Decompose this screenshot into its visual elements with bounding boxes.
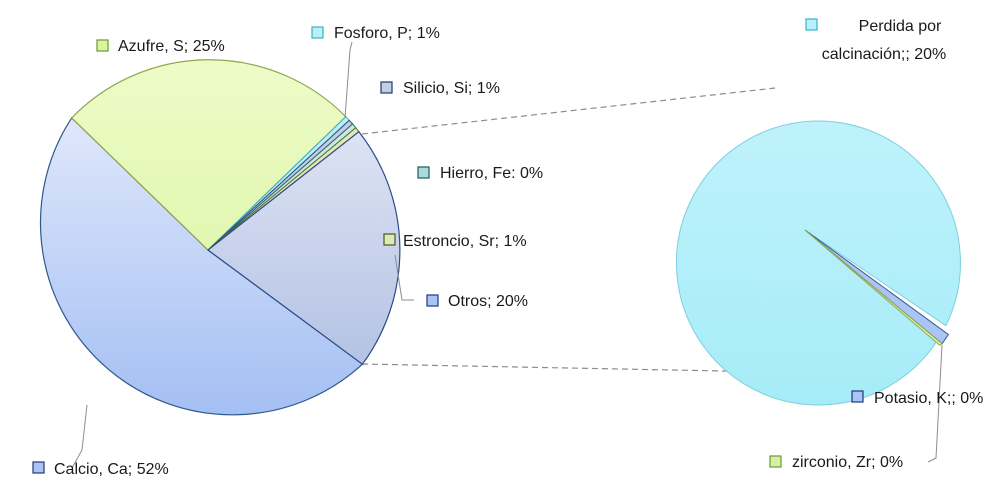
pie-slice-otros [207,130,401,366]
connector-line-bottom [361,363,776,373]
label-zirconio: zirconio, Zr; 0% [769,454,903,471]
label-potasio-text: Potasio, K;; 0% [874,390,983,407]
leader-line-calcio [71,404,88,469]
label-potasio: Potasio, K;; 0% [851,390,983,407]
label-perdida-line2: calcinación;; 20% [822,46,947,63]
legend-marker-azufre [96,39,109,52]
label-fosforo-text: Fosforo, P; 1% [334,25,440,42]
main-pie [39,59,401,416]
leader-line-fosforo [344,41,353,119]
legend-marker-otros [426,294,439,307]
label-calcio-text: Calcio, Ca; 52% [54,461,169,478]
label-estroncio: Estroncio, Sr; 1% [383,233,527,250]
label-perdida: Perdida por calcinación;; 20% [805,18,947,63]
leader-line-otros [394,254,414,301]
label-otros: Otros; 20% [426,293,528,310]
legend-marker-hierro [417,166,430,179]
legend-marker-silicio [380,81,393,94]
label-azufre-text: Azufre, S; 25% [118,38,225,55]
secondary-pie [675,120,961,406]
pie-slice-zirconio [804,229,943,346]
legend-marker-calcio [32,461,45,474]
label-zirconio-text: zirconio, Zr; 0% [792,454,903,471]
legend-marker-perdida [805,18,818,31]
pie-slice-perdida [675,120,961,406]
label-hierro: Hierro, Fe: 0% [417,165,543,182]
label-perdida-line1: Perdida por [859,18,942,35]
label-fosforo: Fosforo, P; 1% [311,25,440,42]
label-otros-text: Otros; 20% [448,293,528,310]
pie-slice-azufre [70,59,347,251]
legend-marker-zirconio [769,455,782,468]
label-estroncio-text: Estroncio, Sr; 1% [403,233,527,250]
legend-marker-fosforo [311,26,324,39]
legend-marker-estroncio [383,233,396,246]
label-silicio-text: Silicio, Si; 1% [403,80,500,97]
label-calcio: Calcio, Ca; 52% [32,461,169,478]
legend-marker-potasio [851,390,864,403]
pie-slice-calcio [39,116,364,416]
leader-line-zirconio [927,344,943,463]
label-silicio: Silicio, Si; 1% [380,80,500,97]
label-azufre: Azufre, S; 25% [96,38,225,55]
label-hierro-text: Hierro, Fe: 0% [440,165,543,182]
